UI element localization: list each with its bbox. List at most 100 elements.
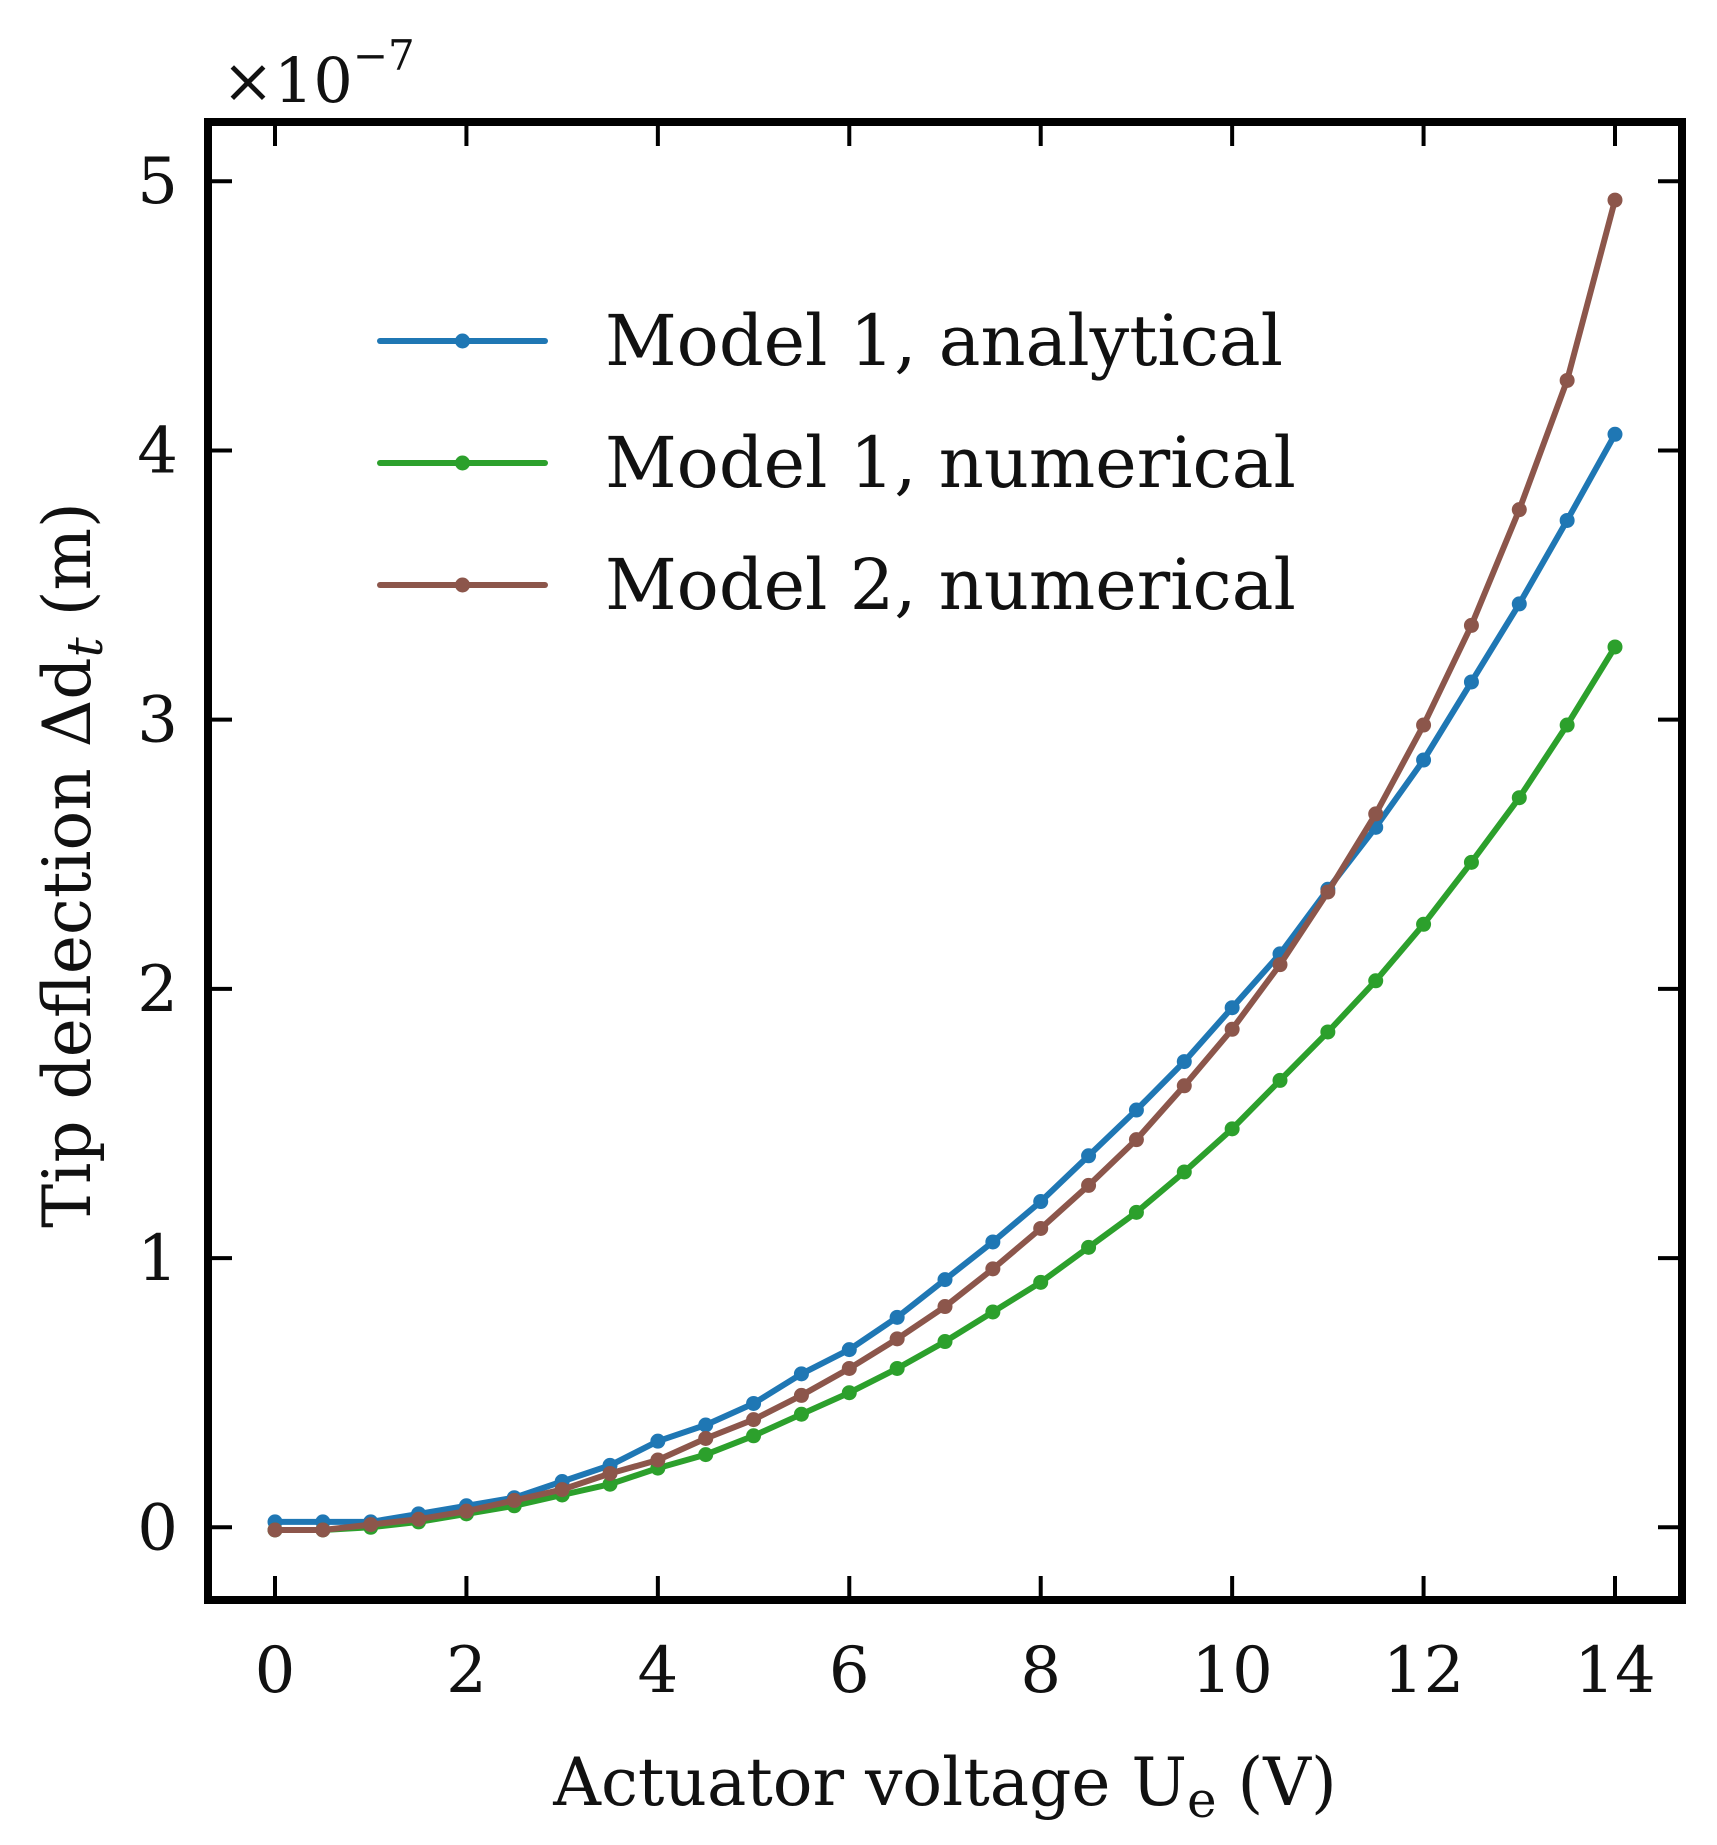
y-tick-label: 4: [137, 414, 178, 488]
data-point: [1128, 1132, 1144, 1148]
series-3: [267, 192, 1623, 1538]
data-point: [1416, 916, 1432, 932]
data-point: [1559, 717, 1575, 733]
data-point: [602, 1476, 618, 1492]
data-point: [1368, 973, 1384, 989]
data-point: [698, 1417, 714, 1433]
x-axis-label-subscript: e: [1187, 1771, 1217, 1829]
y-offset-text: ×10−7: [222, 31, 415, 117]
data-point: [985, 1304, 1001, 1320]
x-tick-label: 0: [255, 1634, 296, 1708]
data-point: [315, 1522, 331, 1538]
plot-frame: [204, 118, 1686, 1604]
data-point: [1368, 806, 1384, 822]
data-point: [1463, 674, 1479, 690]
data-point: [1511, 502, 1527, 518]
data-point: [937, 1299, 953, 1315]
x-axis-label: Actuator voltage Ue (V): [552, 1744, 1336, 1829]
data-point: [889, 1331, 905, 1347]
x-tick-label: 6: [829, 1634, 870, 1708]
y-axis-label: Tip deflection Δdt (m): [29, 502, 114, 1228]
data-point: [602, 1465, 618, 1481]
data-point: [458, 1503, 474, 1519]
data-point: [793, 1387, 809, 1403]
data-point: [1511, 596, 1527, 612]
series-layer: [267, 192, 1623, 1538]
data-point: [1176, 1078, 1192, 1094]
data-point: [1081, 1177, 1097, 1193]
data-point: [1607, 192, 1623, 208]
data-point: [1272, 1072, 1288, 1088]
y-tick-label: 1: [137, 1222, 178, 1296]
data-point: [1224, 1021, 1240, 1037]
legend-swatch-marker: [455, 333, 470, 349]
data-point: [793, 1406, 809, 1422]
data-point: [363, 1517, 379, 1533]
y-tick-label: 2: [137, 953, 178, 1027]
legend-label: Model 2, numerical: [605, 544, 1296, 626]
y-axis-label-subscript: t: [56, 636, 114, 657]
y-offset-base: ×10: [222, 44, 353, 117]
x-axis-label-suffix: (V): [1217, 1744, 1337, 1821]
x-tick-label: 8: [1020, 1634, 1061, 1708]
x-axis-label-main: Actuator voltage U: [552, 1744, 1187, 1821]
data-point: [1033, 1220, 1049, 1236]
data-point: [889, 1309, 905, 1325]
legend: Model 1, analytical Model 1, numerical Mod…: [377, 300, 1296, 626]
data-point: [1559, 512, 1575, 528]
data-point: [1224, 1000, 1240, 1016]
data-point: [1128, 1102, 1144, 1118]
data-point: [1416, 752, 1432, 768]
x-tick-label: 10: [1191, 1634, 1272, 1708]
data-point: [1033, 1274, 1049, 1290]
y-axis-label-suffix: (m): [29, 502, 106, 637]
data-point: [937, 1272, 953, 1288]
data-point: [1033, 1194, 1049, 1210]
data-point: [985, 1261, 1001, 1277]
data-point: [937, 1334, 953, 1350]
data-point: [1463, 854, 1479, 870]
data-point: [554, 1482, 570, 1498]
data-point: [411, 1511, 427, 1527]
x-tick-label: 2: [446, 1634, 487, 1708]
x-tick-label: 14: [1574, 1634, 1655, 1708]
data-point: [267, 1522, 283, 1538]
legend-entry: Model 1, analytical: [377, 300, 1283, 382]
legend-label: Model 1, numerical: [605, 422, 1296, 504]
x-tick-label: 4: [637, 1634, 678, 1708]
data-point: [1176, 1164, 1192, 1180]
data-point: [650, 1433, 666, 1449]
data-point: [1320, 1024, 1336, 1040]
data-point: [746, 1395, 762, 1411]
data-point: [1559, 372, 1575, 388]
y-tick-label: 5: [137, 145, 178, 219]
data-point: [698, 1430, 714, 1446]
data-point: [746, 1428, 762, 1444]
data-point: [985, 1234, 1001, 1250]
data-point: [1607, 426, 1623, 442]
data-point: [1607, 639, 1623, 655]
data-point: [1320, 884, 1336, 900]
data-point: [1463, 617, 1479, 633]
data-point: [1224, 1121, 1240, 1137]
legend-swatch-marker: [455, 577, 470, 593]
legend-label: Model 1, analytical: [605, 300, 1283, 382]
data-point: [746, 1412, 762, 1428]
data-point: [1081, 1148, 1097, 1164]
data-point: [1128, 1204, 1144, 1220]
data-point: [1416, 717, 1432, 733]
x-tick-label: 12: [1383, 1634, 1464, 1708]
legend-entry: Model 1, numerical: [377, 422, 1296, 504]
data-point: [1272, 957, 1288, 973]
data-point: [1176, 1054, 1192, 1070]
y-offset-exponent: −7: [353, 31, 415, 80]
data-point: [650, 1452, 666, 1468]
legend-swatch-marker: [455, 455, 470, 471]
data-point: [841, 1342, 857, 1358]
data-point: [698, 1447, 714, 1463]
data-point: [889, 1360, 905, 1376]
data-point: [793, 1366, 809, 1382]
